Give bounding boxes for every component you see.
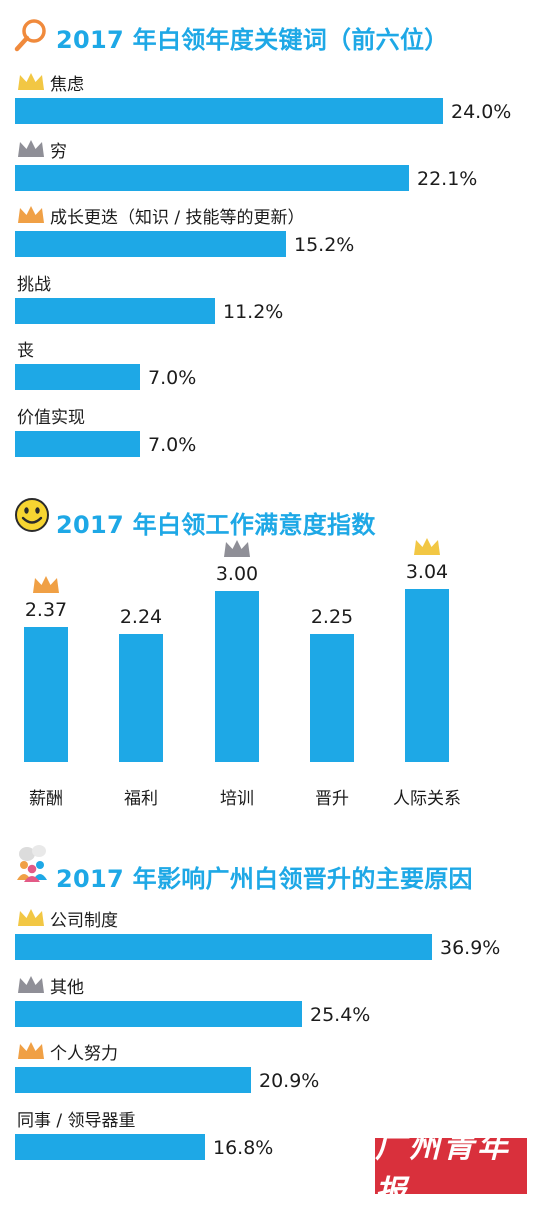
bar-category-label: 晋升: [315, 789, 349, 809]
silver-crown-icon: [18, 139, 44, 157]
bar-category-label: 其他: [50, 977, 84, 998]
bar-value-label: 24.0%: [451, 101, 512, 123]
bar: [15, 1133, 205, 1160]
bar: [215, 591, 259, 762]
silver-crown-icon: [18, 975, 44, 993]
bar: [405, 589, 449, 762]
bar-category-label: 丧: [17, 341, 34, 361]
bar: [15, 231, 286, 257]
gold-crown-icon: [18, 909, 44, 926]
people-icon: [17, 845, 47, 882]
bar-value-label: 3.04: [405, 561, 449, 583]
bar-value-label: 36.9%: [440, 937, 501, 959]
bar-value-label: 2.37: [24, 599, 68, 621]
bar-category-label: 薪酬: [29, 789, 63, 809]
bar-category-label: 挑战: [17, 274, 51, 295]
bar-value-label: 11.2%: [223, 300, 284, 323]
bar: [310, 634, 354, 762]
gold-crown-icon: [414, 538, 440, 555]
bar-value-label: 3.00: [215, 563, 259, 585]
bar: [15, 430, 140, 457]
bar-category-label: 穷: [50, 141, 67, 162]
bar-value-label: 20.9%: [259, 1070, 320, 1092]
bar: [15, 164, 409, 191]
bar: [15, 364, 140, 390]
bar-category-label: 成长更迭（知识 / 技能等的更新）: [50, 208, 305, 228]
bar-value-label: 25.4%: [310, 1003, 371, 1026]
bar-category-label: 培训: [220, 789, 254, 809]
promotion-chart-title: 2017 年影响广州白领晋升的主要原因: [56, 865, 473, 893]
bar-category-label: 公司制度: [50, 911, 118, 931]
satisfaction-chart-title: 2017 年白领工作满意度指数: [56, 511, 376, 539]
bar-category-label: 人际关系: [393, 789, 461, 809]
bar-category-label: 价值实现: [17, 407, 85, 428]
bar-value-label: 2.25: [310, 606, 354, 628]
bronze-crown-icon: [18, 206, 44, 223]
brand-logo: 广州青年报: [375, 1129, 527, 1210]
bar-value-label: 15.2%: [294, 234, 355, 256]
silver-crown-icon: [224, 540, 250, 557]
bar: [24, 627, 68, 762]
gold-crown-icon: [18, 73, 44, 90]
bar: [15, 1067, 251, 1093]
bar-value-label: 7.0%: [148, 367, 197, 389]
bar-value-label: 22.1%: [417, 167, 478, 190]
bar: [15, 1000, 302, 1027]
bar-category-label: 焦虑: [50, 75, 84, 95]
bar: [15, 934, 432, 960]
bar: [15, 98, 443, 124]
bronze-crown-icon: [33, 576, 59, 593]
bar-value-label: 16.8%: [213, 1136, 274, 1159]
bar-category-label: 个人努力: [50, 1044, 118, 1064]
bar-value-label: 7.0%: [148, 433, 197, 456]
bar: [15, 297, 215, 324]
bar-category-label: 福利: [124, 789, 158, 809]
bar-value-label: 2.24: [119, 606, 163, 628]
smiley-icon: [15, 498, 49, 532]
bar-category-label: 同事 / 领导器重: [17, 1110, 136, 1131]
magnifier-icon: [14, 19, 46, 52]
bronze-crown-icon: [18, 1042, 44, 1059]
keywords-chart-title: 2017 年白领年度关键词（前六位）: [56, 26, 449, 54]
bar: [119, 634, 163, 762]
